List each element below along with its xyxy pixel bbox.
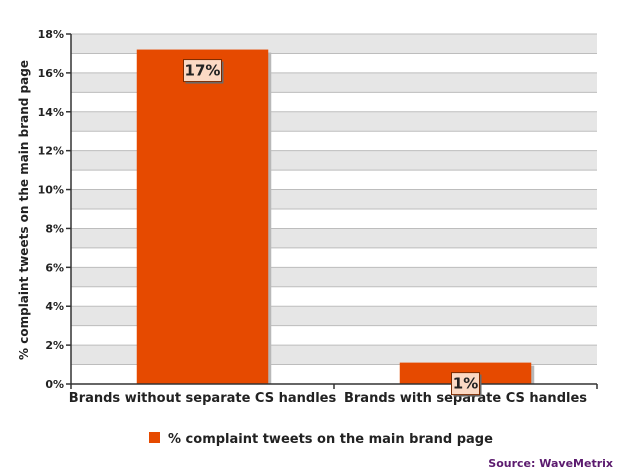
y-tick-label: 0% [45,378,64,391]
axes [66,33,598,389]
legend-label: % complaint tweets on the main brand pag… [168,432,493,447]
y-tick-label: 16% [38,67,64,80]
x-category-labels: Brands without separate CS handles Brands… [69,391,587,406]
data-label-box [183,59,222,83]
grid-band [71,34,597,54]
y-tick-label: 8% [45,222,64,235]
y-tick-label: 12% [38,145,64,158]
y-tick-label: 10% [38,184,64,197]
data-label: 17% [185,62,221,80]
x-category-label: Brands with separate CS handles [344,391,587,406]
y-tick-labels: 0% 2% 4% 6% 8% 10% 12% 14% 16% 18% [38,28,64,391]
y-tick-label: 14% [38,106,64,119]
y-axis-label: % complaint tweets on the main brand pag… [17,60,31,360]
bar [136,49,269,385]
x-category-label: Brands without separate CS handles [69,391,337,406]
data-label-box [451,372,480,396]
data-label: 1% [453,375,478,393]
y-tick-label: 6% [45,261,64,274]
legend-swatch [149,432,160,443]
y-tick-label: 2% [45,339,64,352]
source-note: Source: WaveMetrix [488,457,613,470]
y-tick-label: 18% [38,28,64,41]
y-tick-label: 4% [45,300,64,313]
legend: % complaint tweets on the main brand pag… [149,432,493,447]
data-labels: 17% 1% [183,59,482,397]
bars [136,49,535,385]
